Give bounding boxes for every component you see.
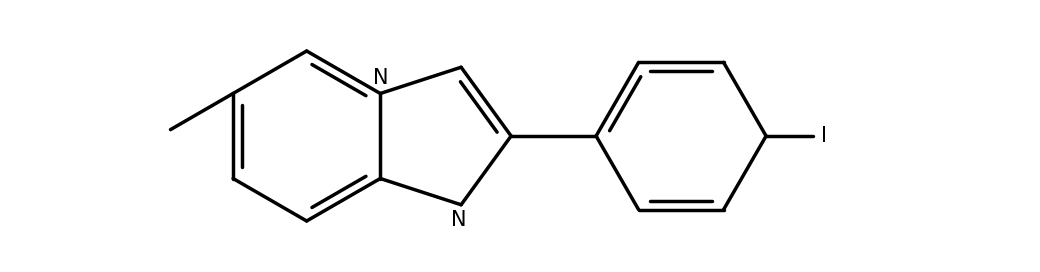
Text: I: I — [821, 126, 827, 146]
Text: N: N — [451, 211, 467, 230]
Text: N: N — [372, 68, 388, 88]
